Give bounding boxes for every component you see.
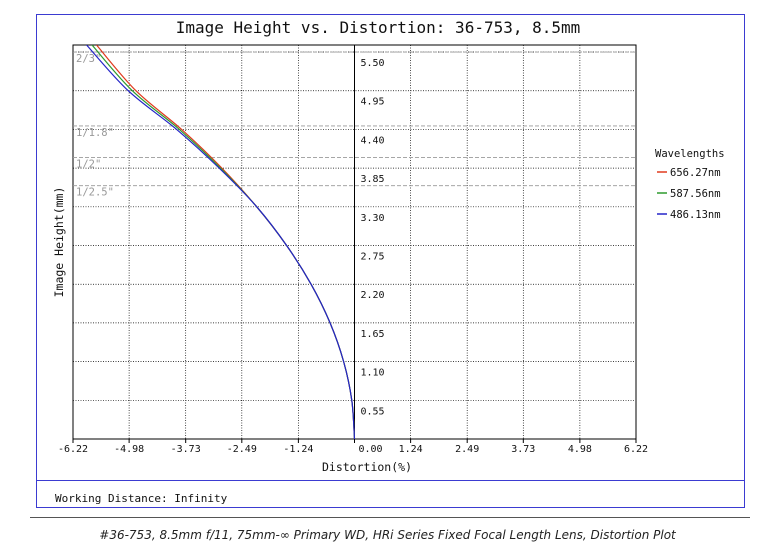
x-tick-label: -3.73 [171,444,201,455]
y-tick-label: 4.40 [361,135,385,146]
figure-caption: #36-753, 8.5mm f/11, 75mm-∞ Primary WD, … [99,528,676,542]
legend: 656.27nm 587.56nm 486.13nm [657,167,721,221]
sensor-format-label: 2/3" [76,53,101,65]
x-tick-label: 2.49 [455,444,479,455]
working-distance-label: Working Distance: Infinity [55,492,228,505]
y-tick-label: 4.95 [361,97,385,108]
series-line-65627nm [96,45,356,439]
y-tick-label: 2.75 [361,252,385,263]
caption-rule [30,517,750,518]
y-tick-label: 1.10 [361,368,385,379]
y-tick-label: 5.50 [361,58,385,69]
y-tick-label: 0.55 [361,406,385,417]
legend-label: 587.56nm [670,188,721,200]
sensor-format-label: 1/2.5" [76,187,114,199]
x-tick-label: -6.22 [58,444,88,455]
y-tick-label: 3.30 [361,213,385,224]
sensor-format-label: 1/2" [76,159,101,171]
x-tick-label: -2.49 [227,444,257,455]
legend-label: 656.27nm [670,167,721,179]
y-axis-label: Image Height(mm) [52,187,66,298]
x-tick-label: 6.22 [624,444,648,455]
x-tick-label: 4.98 [568,444,592,455]
chart-title: Image Height vs. Distortion: 36-753, 8.5… [176,18,581,37]
plot-area: -6.22 -4.98 -3.73 -2.49 -1.24 0.00 1.24 2.49 3.7… [58,44,648,455]
sensor-format-label: 1/1.8" [76,127,114,139]
chart-frame [36,14,745,508]
legend-label: 486.13nm [670,209,721,221]
y-tick-label: 1.65 [361,329,385,340]
x-tick-label: 3.73 [511,444,535,455]
x-tick-label: -1.24 [283,444,313,455]
footer-separator [36,480,745,481]
x-tick-label: 1.24 [399,444,423,455]
x-tick-label: -4.98 [114,444,144,455]
x-tick-label: 0.00 [359,444,383,455]
x-axis-label: Distortion(%) [322,460,412,474]
y-tick-label: 3.85 [361,174,385,185]
series-line-58756nm [91,45,356,439]
legend-title: Wavelengths [655,148,725,160]
series-line-48613nm [86,45,356,439]
y-tick-label: 2.20 [361,290,385,301]
